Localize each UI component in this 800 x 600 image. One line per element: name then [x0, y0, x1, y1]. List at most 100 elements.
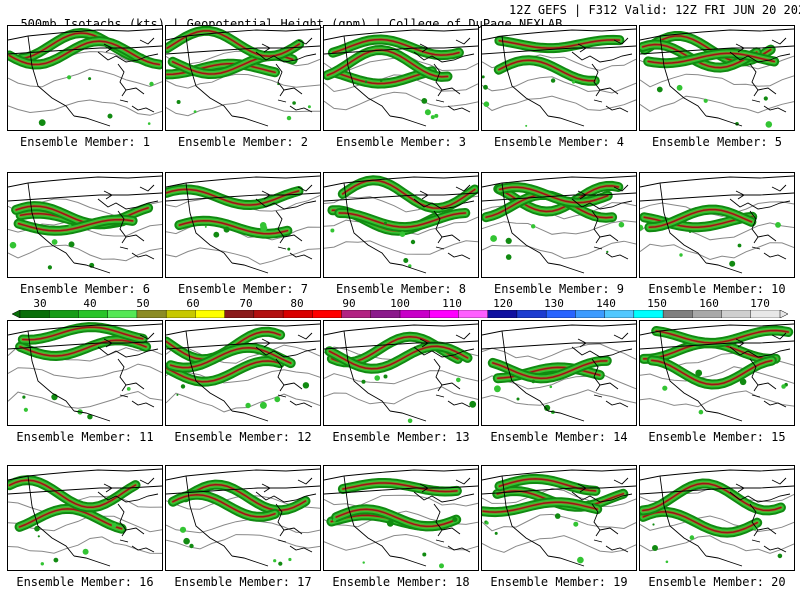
coastline: [131, 545, 155, 553]
map-plot: [482, 28, 636, 127]
coastline: [571, 491, 633, 503]
colorbar-tick-label: 90: [342, 297, 356, 310]
isotach-blob: [286, 115, 292, 121]
coastline: [139, 332, 155, 340]
height-contour: [8, 363, 162, 379]
coastline: [705, 555, 743, 567]
coastline: [659, 475, 707, 557]
coastline: [231, 555, 269, 567]
coastline: [289, 545, 313, 553]
coastline: [117, 358, 127, 392]
height-contour: [166, 519, 320, 534]
coastline: [389, 410, 427, 422]
isotach-blob: [652, 523, 655, 526]
isotach-blob: [287, 247, 291, 251]
jet-isotach-core: [166, 30, 300, 57]
colorbar-swatch: [49, 310, 79, 318]
isotach-blob: [361, 379, 366, 384]
isotach-blob: [383, 374, 388, 379]
jet-isotach-core: [648, 208, 753, 229]
colorbar-tick-label: 40: [83, 297, 97, 310]
coastline: [757, 234, 777, 242]
height-contour: [166, 247, 320, 265]
height-contour: [482, 76, 636, 94]
isotach-blob: [679, 253, 683, 257]
isotach-blob: [189, 543, 194, 549]
coastline: [73, 410, 111, 422]
coastline: [8, 192, 162, 202]
ensemble-member-panel: [7, 25, 163, 131]
ensemble-member-label: Ensemble Member: 7: [164, 282, 322, 296]
coastline: [119, 246, 129, 250]
jet-isotach-core: [8, 479, 137, 509]
isotach-blob: [695, 369, 703, 377]
jet-isotach-core: [166, 188, 300, 206]
colorbar-tick-label: 30: [33, 297, 47, 310]
map-title: 500mb Isotachs (kts) | Geopotential Heig…: [6, 3, 800, 31]
coastline: [166, 468, 320, 481]
isotach-blob: [9, 241, 17, 249]
ensemble-member-label: Ensemble Member: 13: [322, 430, 480, 444]
coastline: [275, 63, 285, 97]
isotach-blob: [482, 75, 485, 79]
isotach-blob: [737, 243, 742, 248]
colorbar-swatch: [458, 310, 489, 318]
coastline: [103, 43, 113, 53]
coastline: [289, 400, 313, 408]
coastline: [97, 198, 159, 210]
coastline: [757, 382, 777, 390]
coastline: [166, 485, 320, 495]
height-contour: [324, 533, 478, 551]
coastline: [166, 323, 320, 336]
coastline: [501, 35, 549, 117]
colorbar-swatch: [545, 310, 576, 318]
ensemble-member-panel: [639, 465, 795, 571]
isotach-blob: [765, 121, 773, 128]
isotach-blob: [485, 521, 489, 525]
coastline: [640, 340, 794, 350]
ensemble-member-text: Ensemble Member: 4: [493, 135, 625, 149]
ensemble-member-label: Ensemble Member: 2: [164, 135, 322, 149]
isotach-blob: [403, 258, 409, 263]
isotach-blob: [53, 557, 59, 563]
isotach-blob: [37, 535, 40, 538]
colorbar-swatch: [604, 310, 635, 318]
coastline: [605, 545, 629, 553]
coastline: [447, 105, 471, 113]
coastline: [729, 491, 791, 503]
coastline: [482, 323, 636, 336]
coastline: [289, 105, 313, 113]
colorbar-swatch: [692, 310, 723, 318]
colorbar-swatch: [19, 310, 50, 318]
coastline: [297, 477, 313, 485]
isotach-blob: [87, 414, 93, 420]
coastline: [482, 45, 636, 55]
coastline: [729, 198, 791, 210]
coastline: [389, 262, 427, 274]
coastline: [771, 332, 787, 340]
coastline: [763, 105, 787, 113]
coastline: [231, 410, 269, 422]
isotach-blob: [274, 396, 281, 403]
coastline: [447, 252, 471, 260]
coastline: [547, 410, 585, 422]
colorbar-swatch: [399, 310, 430, 318]
ensemble-member-label: Ensemble Member: 15: [638, 430, 796, 444]
colorbar-arrow-left: [12, 310, 21, 318]
isotach-blob: [469, 400, 477, 408]
ensemble-member-text: Ensemble Member: 19: [490, 575, 628, 589]
isotach-blob: [531, 379, 535, 384]
coastline: [297, 184, 313, 192]
ensemble-member-text: Ensemble Member: 17: [174, 575, 312, 589]
isotach-blob: [302, 382, 310, 389]
ensemble-member-text: Ensemble Member: 6: [19, 282, 151, 296]
coastline: [297, 37, 313, 45]
isotach-blob: [180, 384, 186, 389]
height-contour: [640, 242, 794, 261]
coastline: [593, 394, 603, 398]
isotach-blob: [204, 225, 207, 228]
coastline: [751, 394, 761, 398]
ensemble-member-label: Ensemble Member: 19: [480, 575, 638, 589]
ensemble-member-panel: [323, 320, 479, 426]
height-contour: [482, 220, 636, 235]
